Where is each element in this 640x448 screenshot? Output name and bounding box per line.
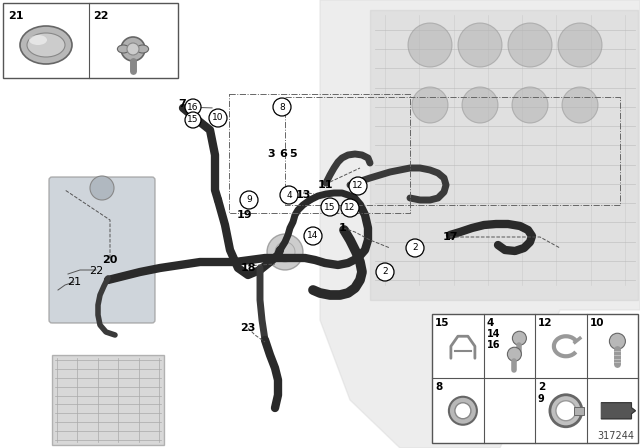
Text: 18: 18 [240,263,256,273]
Text: 10: 10 [212,113,224,122]
Circle shape [321,198,339,216]
Text: 5: 5 [289,149,297,159]
Text: 4: 4 [286,190,292,199]
Text: 22: 22 [93,11,109,21]
Circle shape [556,401,576,421]
Text: 21: 21 [8,11,24,21]
Text: 14: 14 [307,232,319,241]
Text: 12: 12 [538,318,552,328]
Circle shape [280,186,298,204]
Circle shape [609,333,625,349]
Text: 10: 10 [589,318,604,328]
Text: 317244: 317244 [597,431,634,441]
Circle shape [341,199,359,217]
Circle shape [550,395,582,427]
Circle shape [408,23,452,67]
Text: 2: 2 [412,244,418,253]
Text: 4: 4 [486,318,494,328]
Circle shape [304,227,322,245]
Circle shape [513,331,527,345]
Ellipse shape [117,45,129,53]
Text: 23: 23 [240,323,256,333]
Bar [432,314,638,443]
Text: 15: 15 [188,116,199,125]
Text: 20: 20 [102,255,118,265]
Circle shape [376,263,394,281]
Circle shape [349,177,367,195]
Circle shape [562,87,598,123]
Text: 6: 6 [279,149,287,159]
Text: 21: 21 [67,277,81,287]
Polygon shape [320,0,640,448]
Circle shape [558,23,602,67]
Text: 16: 16 [188,103,199,112]
Text: 13: 13 [295,190,310,200]
Text: 17: 17 [442,232,458,242]
Circle shape [90,176,114,200]
Circle shape [455,403,471,419]
Circle shape [458,23,502,67]
Text: 9: 9 [538,393,545,404]
Circle shape [275,242,295,262]
Text: 14: 14 [486,329,500,339]
Text: 16: 16 [486,340,500,350]
Polygon shape [602,403,636,419]
Circle shape [462,87,498,123]
Circle shape [449,397,477,425]
Text: 12: 12 [344,203,356,212]
Text: 11: 11 [317,180,333,190]
Text: 7: 7 [178,99,186,109]
Text: 15: 15 [324,202,336,211]
Circle shape [185,99,201,115]
Bar [574,407,584,415]
Text: 3: 3 [267,149,275,159]
Circle shape [121,37,145,61]
Circle shape [508,347,522,361]
Text: 2: 2 [382,267,388,276]
Text: 8: 8 [435,383,442,392]
FancyBboxPatch shape [49,177,155,323]
Text: 15: 15 [435,318,449,328]
Circle shape [267,234,303,270]
Text: 1: 1 [339,223,347,233]
Ellipse shape [29,35,47,45]
Bar [52,355,164,445]
Ellipse shape [20,26,72,64]
Polygon shape [370,10,638,300]
Text: 19: 19 [237,210,253,220]
Circle shape [412,87,448,123]
Circle shape [127,43,139,55]
Circle shape [512,87,548,123]
Bar [3,3,178,78]
Text: 8: 8 [279,103,285,112]
Circle shape [240,191,258,209]
Ellipse shape [27,33,65,57]
Circle shape [508,23,552,67]
Circle shape [273,98,291,116]
Circle shape [406,239,424,257]
Circle shape [185,112,201,128]
Text: 9: 9 [246,195,252,204]
Text: 22: 22 [89,266,103,276]
Text: 2: 2 [538,383,545,392]
Circle shape [209,109,227,127]
Ellipse shape [136,45,148,53]
Text: 12: 12 [352,181,364,190]
